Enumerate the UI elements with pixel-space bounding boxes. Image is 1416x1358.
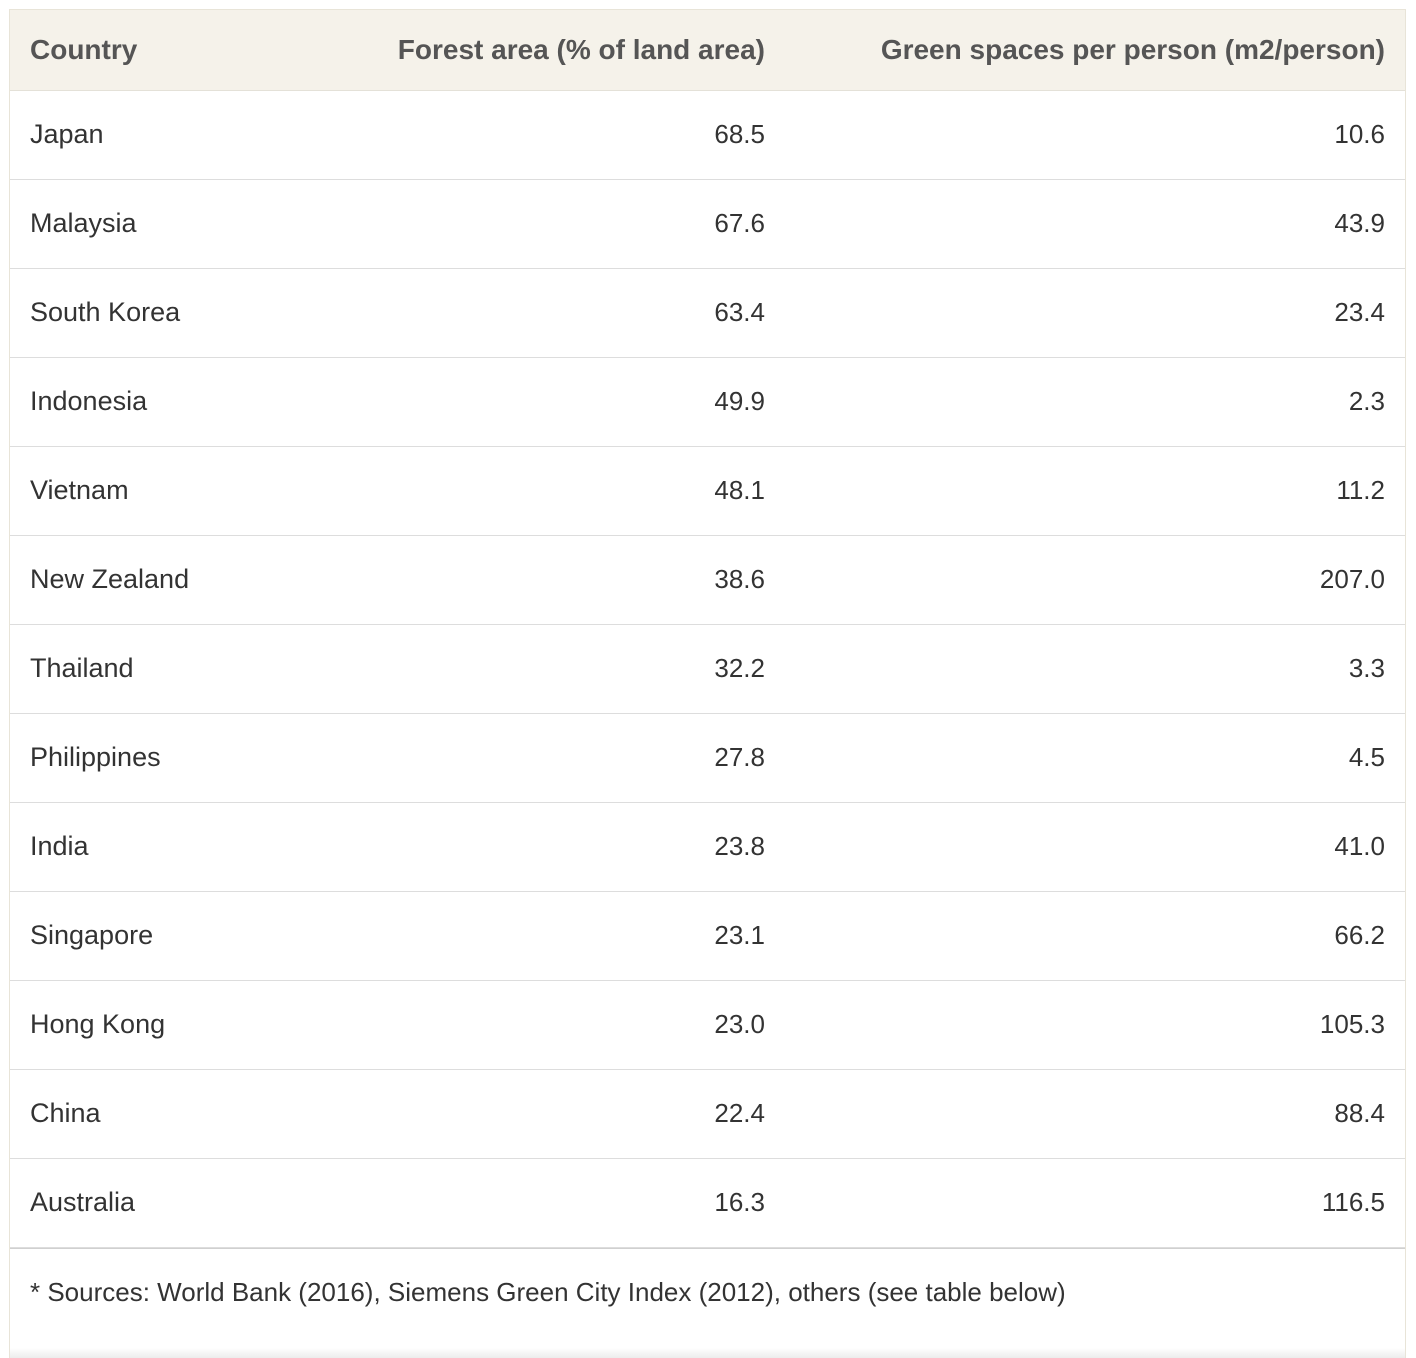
cell-forest-area: 16.3	[714, 1187, 765, 1217]
cell-country: India	[30, 831, 89, 861]
cell-green-spaces: 2.3	[1348, 386, 1385, 416]
table-row: South Korea 63.4 23.4	[10, 268, 1405, 357]
cell-green-spaces: 116.5	[1321, 1187, 1385, 1217]
country-green-space-table: Country Forest area (% of land area) Gre…	[10, 10, 1405, 1248]
cell-forest-area: 23.8	[714, 831, 765, 861]
bottom-shadow	[10, 1348, 1405, 1358]
cell-green-spaces: 11.2	[1336, 475, 1385, 505]
cell-forest-area: 49.9	[714, 386, 765, 416]
column-header-country[interactable]: Country	[10, 10, 240, 91]
cell-country: New Zealand	[30, 564, 190, 594]
cell-country: South Korea	[30, 297, 181, 327]
table-body: Japan 68.5 10.6 Malaysia 67.6 43.9 South Korea…	[10, 90, 1405, 1247]
table-row: Thailand 32.2 3.3	[10, 624, 1405, 713]
cell-forest-area: 32.2	[714, 653, 765, 683]
table-row: Hong Kong 23.0 105.3	[10, 980, 1405, 1069]
table-row: India 23.8 41.0	[10, 802, 1405, 891]
data-table-container: Country Forest area (% of land area) Gre…	[9, 9, 1406, 1358]
column-header-green-spaces[interactable]: Green spaces per person (m2/person)	[785, 10, 1405, 91]
cell-country: Hong Kong	[30, 1009, 166, 1039]
cell-green-spaces: 43.9	[1334, 208, 1385, 238]
cell-forest-area: 27.8	[714, 742, 765, 772]
table-row: China 22.4 88.4	[10, 1069, 1405, 1158]
table-row: Japan 68.5 10.6	[10, 90, 1405, 179]
table-row: New Zealand 38.6 207.0	[10, 535, 1405, 624]
cell-country: Vietnam	[30, 475, 129, 505]
column-header-forest-area[interactable]: Forest area (% of land area)	[240, 10, 785, 91]
cell-forest-area: 68.5	[714, 119, 765, 149]
cell-country: Indonesia	[30, 386, 148, 416]
cell-green-spaces: 41.0	[1334, 831, 1385, 861]
cell-forest-area: 38.6	[714, 564, 765, 594]
table-row: Singapore 23.1 66.2	[10, 891, 1405, 980]
cell-forest-area: 63.4	[714, 297, 765, 327]
table-row: Indonesia 49.9 2.3	[10, 357, 1405, 446]
cell-forest-area: 67.6	[714, 208, 765, 238]
cell-green-spaces: 4.5	[1348, 742, 1385, 772]
cell-country: Malaysia	[30, 208, 137, 238]
cell-country: Philippines	[30, 742, 161, 772]
cell-forest-area: 22.4	[714, 1098, 765, 1128]
cell-country: Singapore	[30, 920, 154, 950]
cell-country: China	[30, 1098, 101, 1128]
cell-forest-area: 48.1	[714, 475, 765, 505]
table-header: Country Forest area (% of land area) Gre…	[10, 10, 1405, 91]
table-row: Vietnam 48.1 11.2	[10, 446, 1405, 535]
cell-green-spaces: 88.4	[1334, 1098, 1385, 1128]
table-row: Australia 16.3 116.5	[10, 1158, 1405, 1247]
cell-green-spaces: 207.0	[1319, 564, 1385, 594]
cell-green-spaces: 10.6	[1334, 119, 1385, 149]
table-row: Malaysia 67.6 43.9	[10, 179, 1405, 268]
cell-green-spaces: 66.2	[1334, 920, 1385, 950]
table-row: Philippines 27.8 4.5	[10, 713, 1405, 802]
cell-forest-area: 23.1	[714, 920, 765, 950]
cell-forest-area: 23.0	[714, 1009, 765, 1039]
cell-country: Thailand	[30, 653, 134, 683]
cell-green-spaces: 105.3	[1319, 1009, 1385, 1039]
cell-country: Australia	[30, 1187, 136, 1217]
table-footnote: * Sources: World Bank (2016), Siemens Gr…	[10, 1247, 1405, 1337]
table-header-row: Country Forest area (% of land area) Gre…	[10, 10, 1405, 91]
cell-country: Japan	[30, 119, 104, 149]
cell-green-spaces: 3.3	[1348, 653, 1385, 683]
cell-green-spaces: 23.4	[1334, 297, 1385, 327]
